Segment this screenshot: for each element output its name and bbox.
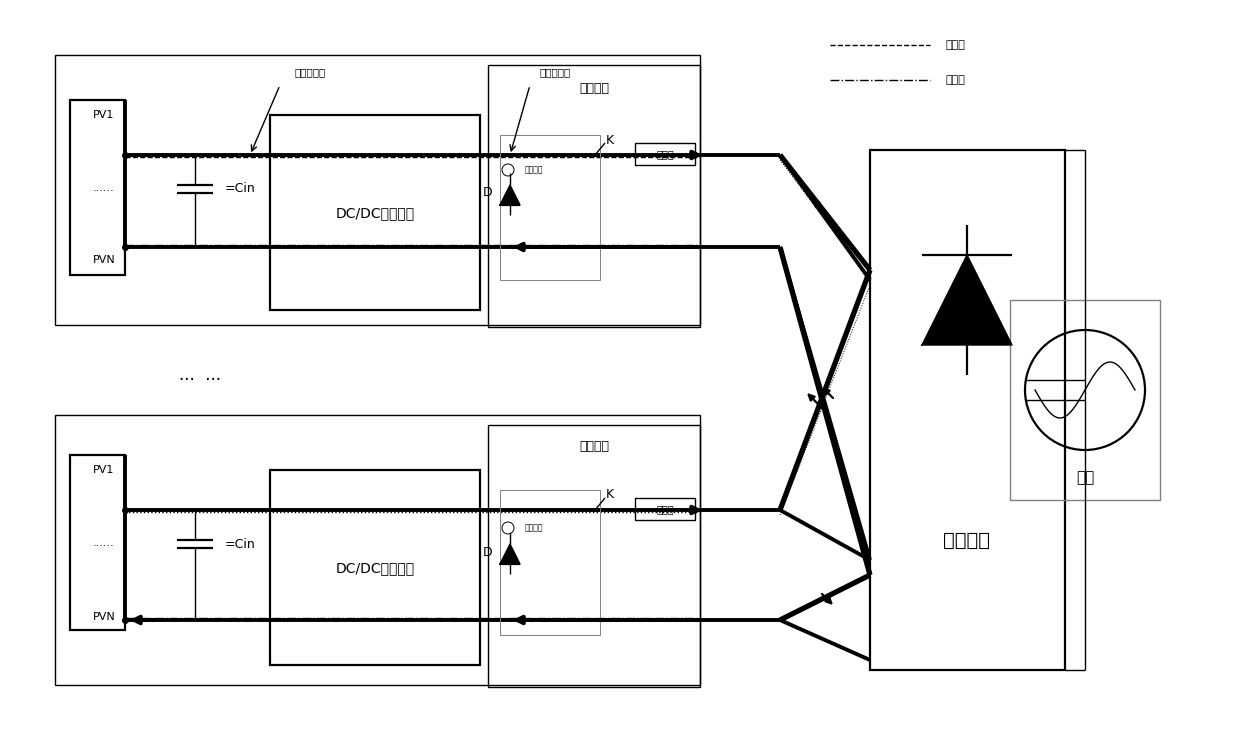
Text: PV1: PV1 xyxy=(93,110,114,120)
Text: 正母线: 正母线 xyxy=(945,40,965,50)
Bar xyxy=(270,470,480,665)
Text: D: D xyxy=(482,187,492,199)
Text: 保险丝: 保险丝 xyxy=(656,149,673,159)
Text: 保险丝: 保险丝 xyxy=(656,504,673,514)
Polygon shape xyxy=(500,185,520,205)
Text: 输出正母线: 输出正母线 xyxy=(539,67,570,77)
Bar xyxy=(635,498,694,520)
Text: 相关技术: 相关技术 xyxy=(579,441,609,453)
Bar xyxy=(500,490,600,635)
Bar xyxy=(55,415,701,685)
Text: ...  ...: ... ... xyxy=(179,366,221,384)
Text: D: D xyxy=(482,545,492,559)
Text: ......: ...... xyxy=(93,538,115,548)
Text: 负母线: 负母线 xyxy=(945,75,965,85)
Text: 电路检测: 电路检测 xyxy=(525,524,543,533)
Bar xyxy=(55,55,701,325)
Bar xyxy=(635,143,694,165)
Bar xyxy=(870,150,1065,670)
Text: 电网: 电网 xyxy=(1076,471,1094,486)
Bar xyxy=(270,115,480,310)
Bar xyxy=(1011,300,1159,500)
Text: DC/DC变换单元: DC/DC变换单元 xyxy=(336,561,414,575)
Text: ......: ...... xyxy=(93,183,115,193)
Text: =Cin: =Cin xyxy=(224,538,255,551)
Bar xyxy=(489,65,701,327)
Text: 相关技术: 相关技术 xyxy=(579,81,609,95)
Text: PVN: PVN xyxy=(93,255,115,265)
Bar xyxy=(500,135,600,280)
Polygon shape xyxy=(923,255,1012,345)
Text: PVN: PVN xyxy=(93,612,115,622)
Bar xyxy=(69,100,125,275)
Text: DC/DC变换单元: DC/DC变换单元 xyxy=(336,206,414,220)
Text: 电路检测: 电路检测 xyxy=(525,166,543,175)
Text: PV1: PV1 xyxy=(93,465,114,475)
Bar xyxy=(69,455,125,630)
Text: K: K xyxy=(606,134,614,146)
Bar xyxy=(489,425,701,687)
Text: =Cin: =Cin xyxy=(224,182,255,196)
Text: 逆变单元: 逆变单元 xyxy=(944,530,991,550)
Polygon shape xyxy=(500,544,520,564)
Text: 输入正母线: 输入正母线 xyxy=(294,67,326,77)
Text: K: K xyxy=(606,489,614,501)
